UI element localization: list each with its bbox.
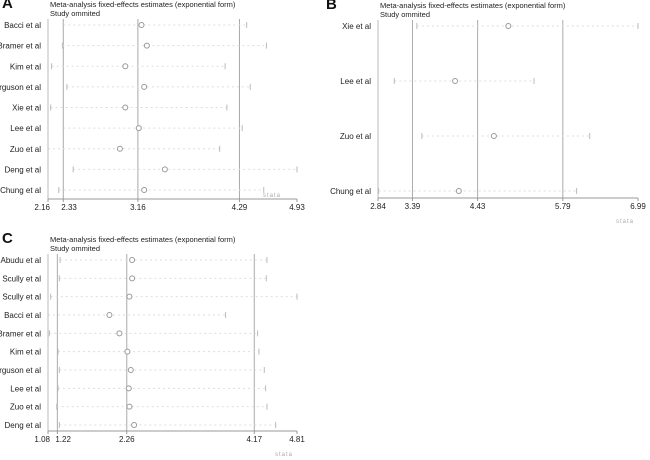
study-label: Xie et al: [12, 104, 41, 113]
estimate-marker: [490, 133, 497, 139]
study-label: Deng et al: [5, 421, 42, 430]
estimate-marker: [122, 104, 129, 111]
panel-label: A: [2, 0, 13, 12]
study-label: Abudu et al: [1, 256, 42, 265]
estimate-marker: [129, 257, 136, 263]
estimate-marker: [125, 385, 132, 392]
estimate-marker: [138, 22, 145, 28]
estimate-marker: [452, 78, 459, 84]
x-tick-label: 3.16: [130, 203, 146, 212]
study-label: Zuo et al: [10, 403, 41, 412]
x-tick-label: 5.79: [555, 202, 571, 211]
study-label: Bacci et al: [4, 311, 41, 320]
chart-subtitle: Study ommited: [50, 244, 100, 253]
stata-logo: stata: [275, 452, 293, 458]
study-label: Zuo et al: [340, 132, 371, 141]
study-label: Zuo et al: [10, 145, 41, 154]
x-tick-label: 2.26: [119, 435, 135, 444]
estimate-marker: [116, 330, 123, 337]
study-label: Scully et al: [2, 274, 41, 283]
study-label: Chung et al: [330, 187, 371, 196]
x-tick-label: 1.08: [34, 435, 50, 444]
study-label: Bramer et al: [0, 42, 41, 51]
panel-label: B: [326, 0, 337, 13]
study-label: Ferguson et al: [0, 83, 41, 92]
chart-title: Meta-analysis fixed-effects estimates (e…: [380, 1, 566, 10]
estimate-marker: [129, 275, 136, 282]
study-label: Bacci et al: [4, 21, 41, 30]
estimate-marker: [124, 348, 131, 355]
x-tick-label: 2.16: [34, 203, 50, 212]
study-label: Kim et al: [10, 62, 41, 71]
x-tick-label: 4.93: [289, 203, 305, 212]
stata-logo: stata: [263, 193, 281, 199]
estimate-marker: [106, 312, 113, 318]
x-tick-label: 6.99: [630, 202, 646, 211]
x-tick-label: 4.43: [470, 202, 486, 211]
chart-subtitle: Study ommited: [50, 9, 100, 18]
estimate-marker: [131, 422, 138, 428]
panel-label: C: [2, 230, 13, 247]
stata-logo: stata: [616, 219, 634, 225]
estimate-marker: [127, 367, 134, 373]
x-tick-label: 4.17: [246, 435, 262, 444]
study-label: Deng et al: [5, 165, 42, 174]
chart-title: Meta-analysis fixed-effects estimates (e…: [50, 235, 236, 244]
x-tick-label: 2.33: [61, 203, 77, 212]
estimate-marker: [126, 293, 133, 300]
estimate-marker: [126, 403, 133, 410]
study-label: Lee et al: [340, 77, 371, 86]
x-tick-label: 4.29: [232, 203, 248, 212]
estimate-marker: [505, 23, 512, 29]
study-label: Bramer et al: [0, 329, 41, 338]
estimate-marker: [122, 63, 129, 70]
study-label: Chung et al: [0, 186, 41, 195]
estimate-marker: [135, 125, 142, 132]
chart-title: Meta-analysis fixed-effects estimates (e…: [50, 0, 236, 9]
estimate-marker: [143, 42, 150, 49]
study-label: Xie et al: [342, 22, 371, 31]
x-tick-label: 1.22: [55, 435, 71, 444]
chart-subtitle: Study ommited: [380, 10, 430, 19]
study-label: Ferguson et al: [0, 366, 41, 375]
estimate-marker: [116, 145, 123, 152]
study-label: Lee et al: [10, 124, 41, 133]
x-tick-label: 4.81: [289, 435, 305, 444]
estimate-marker: [141, 83, 148, 90]
estimate-marker: [161, 166, 168, 173]
estimate-marker: [141, 187, 148, 193]
x-tick-label: 2.84: [370, 202, 386, 211]
study-label: Scully et al: [2, 293, 41, 302]
estimate-marker: [455, 188, 462, 194]
study-label: Kim et al: [10, 348, 41, 357]
x-tick-label: 3.39: [405, 202, 421, 211]
study-label: Lee et al: [10, 384, 41, 393]
